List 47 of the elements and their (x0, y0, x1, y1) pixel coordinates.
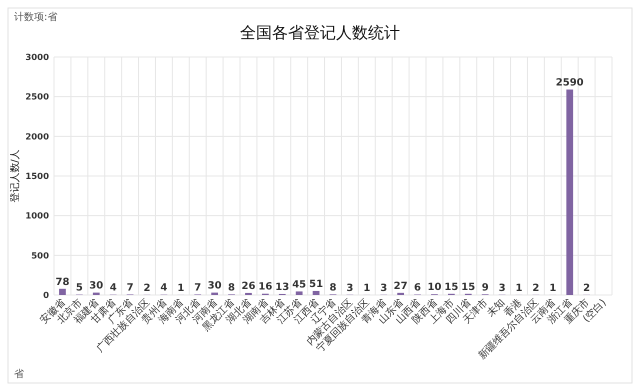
data-label: 4 (110, 282, 117, 294)
data-label: 3 (380, 282, 388, 294)
data-label: 3 (346, 282, 354, 294)
y-tick-label: 1000 (25, 212, 50, 222)
data-label: 2 (583, 282, 590, 294)
data-label: 8 (228, 282, 236, 294)
y-tick-label: 500 (31, 251, 50, 262)
data-label: 3 (498, 282, 506, 294)
data-label: 1 (516, 282, 523, 294)
data-label: 9 (482, 282, 489, 294)
data-label: 2 (532, 282, 540, 294)
data-label: 30 (89, 280, 104, 292)
bar (59, 288, 66, 295)
data-label: 27 (394, 280, 408, 292)
data-label: 4 (160, 282, 168, 294)
y-tick-label: 1500 (25, 172, 50, 182)
data-label: 5 (76, 282, 83, 294)
data-label: 13 (275, 282, 290, 293)
data-label: 26 (241, 280, 256, 292)
data-label: 30 (208, 280, 222, 292)
data-label: 45 (292, 279, 306, 290)
data-label: 15 (461, 282, 476, 293)
bar (566, 90, 574, 295)
data-label: 7 (126, 282, 134, 294)
text: 省 (14, 368, 24, 380)
data-label: 78 (55, 276, 70, 288)
data-label: 8 (330, 282, 337, 294)
y-tick-label: 2000 (25, 132, 50, 142)
data-label: 16 (258, 282, 272, 293)
y-tick-label: 2500 (25, 92, 50, 103)
y-tick-label: 0 (43, 291, 50, 301)
text: 计数项:省 (14, 11, 58, 23)
y-tick-label: 3000 (25, 53, 50, 63)
data-label: 1 (549, 282, 556, 294)
y-axis-title: 登记人数/人 (9, 149, 21, 203)
data-label: 51 (309, 278, 324, 290)
data-label: 10 (427, 282, 442, 294)
chart-title: 全国各省登记人数统计 (240, 23, 400, 42)
bar (296, 291, 303, 295)
bar (312, 290, 320, 295)
data-label: 1 (363, 282, 370, 294)
data-label: 6 (414, 282, 422, 294)
data-label: 2 (144, 282, 151, 294)
data-label: 7 (194, 282, 202, 294)
data-label: 15 (444, 282, 458, 293)
data-label: 1 (177, 282, 184, 294)
data-label: 2590 (556, 78, 584, 89)
